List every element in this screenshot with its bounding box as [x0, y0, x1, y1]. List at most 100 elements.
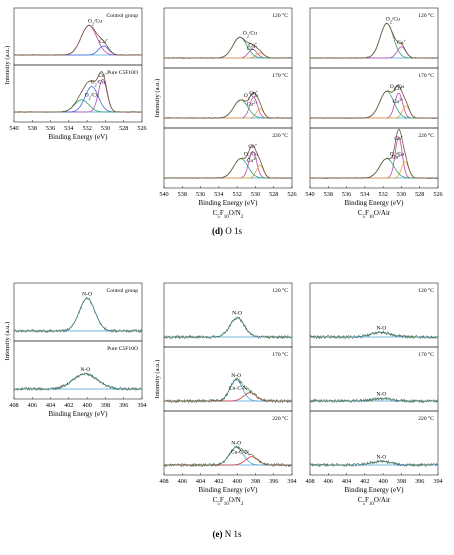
- panel-label: Control group: [106, 288, 138, 294]
- spectrum-panel: 120 °C Cu+Cu2+ O2/Cu: [163, 7, 293, 69]
- experimental-data: [309, 129, 439, 179]
- x-tick-label: 402: [214, 478, 223, 485]
- experimental-data: [309, 330, 439, 340]
- component-peak: [14, 86, 142, 113]
- peak-label: Cu+: [98, 72, 108, 79]
- y-axis-label: Intensity (a.u.): [154, 360, 161, 399]
- x-tick-label: 400: [233, 478, 242, 485]
- spectrum-panel: 220 °C N-O Cu-C-N 394 396 398 400 402 404 406 408 B…: [159, 410, 297, 507]
- peak-label: O2/Cu: [88, 18, 102, 26]
- experimental-data: [309, 84, 439, 119]
- x-tick-label: 396: [119, 402, 128, 409]
- panel-label: 220 °C: [272, 132, 288, 139]
- spectrum-panel: Pure C5F10O N-O 394 396 398 400 402 404 406 408 Bi…: [9, 340, 147, 418]
- x-axis-label: Binding Energy (eV): [345, 486, 405, 494]
- spectrum-panel: Control group Cu+ O2/Cu: [13, 7, 143, 66]
- series-label: C5F10O/N2: [213, 496, 244, 507]
- experimental-data: [13, 371, 143, 392]
- component-peak: [14, 99, 142, 113]
- experimental-data: [163, 445, 293, 468]
- panel-label: 170 °C: [418, 351, 434, 358]
- x-tick-label: 530: [397, 191, 406, 198]
- experimental-data: [163, 36, 293, 59]
- x-axis-label: Binding Energy (eV): [49, 133, 109, 141]
- panel-label: 220 °C: [418, 132, 434, 139]
- peak-label: Cu+: [248, 143, 258, 150]
- peak-label: O2/Cu: [244, 152, 258, 160]
- experimental-data: [13, 24, 143, 56]
- peak-label: Cu2+: [393, 98, 404, 105]
- x-tick-label: 400: [379, 478, 388, 485]
- peak-label: O2/Cu: [390, 152, 404, 160]
- x-tick-label: 538: [28, 125, 37, 132]
- peak-label: N-O: [80, 367, 90, 373]
- x-tick-label: 398: [101, 402, 110, 409]
- spectrum-panel: 170 °C N-O Cu-C-N: [163, 346, 293, 412]
- x-tick-label: 530: [101, 125, 110, 132]
- caption-letter: (d): [212, 226, 223, 236]
- x-tick-label: 534: [64, 125, 73, 132]
- experimental-data: [309, 459, 439, 468]
- component-peak: [164, 317, 292, 338]
- peak-label: O2/Cu: [91, 80, 105, 88]
- x-tick-label: 406: [178, 478, 187, 485]
- panel-frame: [309, 410, 439, 476]
- x-tick-label: 528: [119, 125, 128, 132]
- component-peak: [164, 392, 292, 402]
- peak-label: N-O: [232, 311, 242, 317]
- caption-letter: (e): [212, 529, 222, 539]
- experimental-data: [163, 316, 293, 340]
- panel-label: 120 °C: [272, 287, 288, 294]
- x-axis-label: Binding Energy (eV): [199, 486, 259, 494]
- peak-label: N-O: [82, 291, 92, 297]
- x-tick-label: 406: [324, 478, 333, 485]
- x-tick-label: 540: [305, 191, 314, 198]
- x-tick-label: 394: [433, 478, 442, 485]
- x-tick-label: 528: [415, 191, 424, 198]
- component-peak: [310, 92, 438, 119]
- peak-label: Cu+: [99, 38, 109, 45]
- experimental-data: [163, 92, 293, 119]
- experimental-data: [13, 70, 143, 113]
- peak-label: N-O: [231, 373, 241, 379]
- x-tick-label: 536: [46, 125, 55, 132]
- figure-caption: (d) O 1s: [212, 226, 242, 236]
- y-axis-label: Intensity (a.u.): [4, 322, 11, 361]
- panel-frame: [13, 340, 143, 400]
- x-tick-label: 540: [159, 191, 168, 198]
- x-tick-label: 408: [9, 402, 18, 409]
- x-axis-label: Binding Energy (eV): [49, 410, 109, 418]
- x-tick-label: 536: [196, 191, 205, 198]
- peak-label: Cu2+: [392, 154, 403, 161]
- component-peak: [310, 136, 438, 179]
- fit-envelope: [14, 71, 142, 113]
- peak-label: O2/Cu: [243, 30, 257, 38]
- x-tick-label: 408: [305, 478, 314, 485]
- spectrum-panel: 120 °C N-O: [309, 282, 439, 348]
- x-tick-label: 526: [433, 191, 442, 198]
- panel-label: 220 °C: [272, 415, 288, 422]
- peak-label: Cu-C-N: [229, 386, 247, 392]
- x-tick-label: 398: [397, 478, 406, 485]
- panel-label: Control group: [106, 13, 138, 19]
- panel-label: 220 °C: [418, 415, 434, 422]
- x-tick-label: 538: [178, 191, 187, 198]
- panel-label: 170 °C: [272, 351, 288, 358]
- peak-label: N-O: [376, 454, 386, 460]
- panel-frame: [13, 64, 143, 123]
- chart-n-1s-middle: 120 °C N-O 170 °C N-O Cu-C-N 220 °C N-O Cu-C-N 3…: [159, 282, 297, 507]
- spectrum-panel: 120 °C Cu+ O2/Cu: [309, 7, 439, 69]
- x-tick-label: 540: [9, 125, 18, 132]
- series-label: C5F10O/N2: [213, 209, 244, 220]
- component-peak: [14, 25, 142, 56]
- figure-caption: (e) N 1s: [212, 529, 241, 539]
- x-tick-label: 404: [342, 478, 351, 485]
- experimental-data: [163, 377, 293, 404]
- y-axis-label: Intensity (a.u.): [4, 46, 11, 85]
- component-peak: [310, 105, 438, 119]
- panel-label: Pure C5F10O: [107, 346, 138, 352]
- spectrum-panel: 170 °C Cu+ Cu2+O2/Cu: [163, 67, 293, 129]
- chart-n-1s-left: Control group N-O Pure C5F10O N-O 394 396 398 4…: [4, 282, 147, 418]
